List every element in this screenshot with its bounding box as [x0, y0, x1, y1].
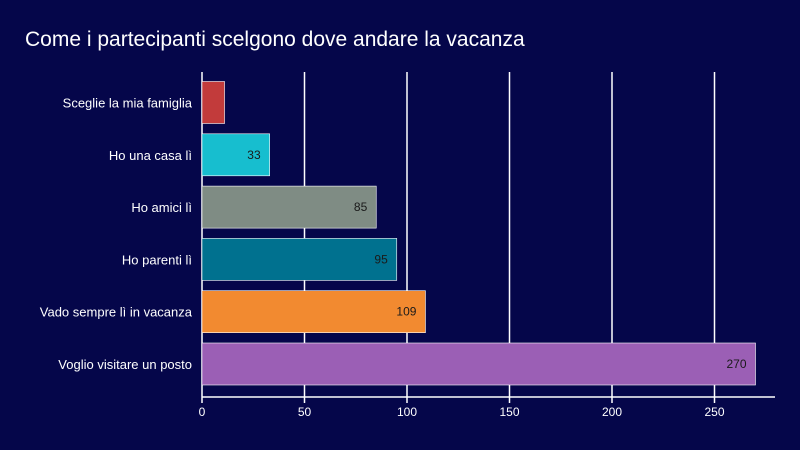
y-category-label: Vado sempre lì in vacanza — [40, 305, 193, 320]
x-tick-label: 250 — [704, 405, 724, 419]
bar-value-label: 95 — [374, 252, 388, 266]
bar-value-label: 270 — [726, 357, 746, 371]
y-category-label: Voglio visitare un posto — [58, 357, 192, 372]
bar — [201, 290, 426, 334]
x-tick-label: 200 — [602, 405, 622, 419]
y-category-label: Ho amici lì — [131, 200, 192, 215]
y-category-label: Sceglie la mia famiglia — [63, 96, 193, 111]
bar-value-label: 33 — [247, 148, 261, 162]
bar — [201, 185, 377, 229]
y-category-label: Ho parenti lì — [122, 252, 192, 267]
x-tick-label: 150 — [499, 405, 519, 419]
bar — [201, 81, 225, 124]
chart-title: Come i partecipanti scelgono dove andare… — [25, 28, 525, 51]
y-category-label: Ho una casa lì — [109, 148, 192, 163]
bar — [201, 238, 398, 281]
bar — [201, 342, 756, 386]
x-tick-label: 0 — [199, 405, 206, 419]
x-tick-label: 50 — [298, 405, 312, 419]
bar-value-label: 85 — [354, 200, 368, 214]
x-tick-label: 100 — [397, 405, 417, 419]
bar — [201, 133, 270, 177]
bar-value-label: 109 — [396, 305, 416, 319]
